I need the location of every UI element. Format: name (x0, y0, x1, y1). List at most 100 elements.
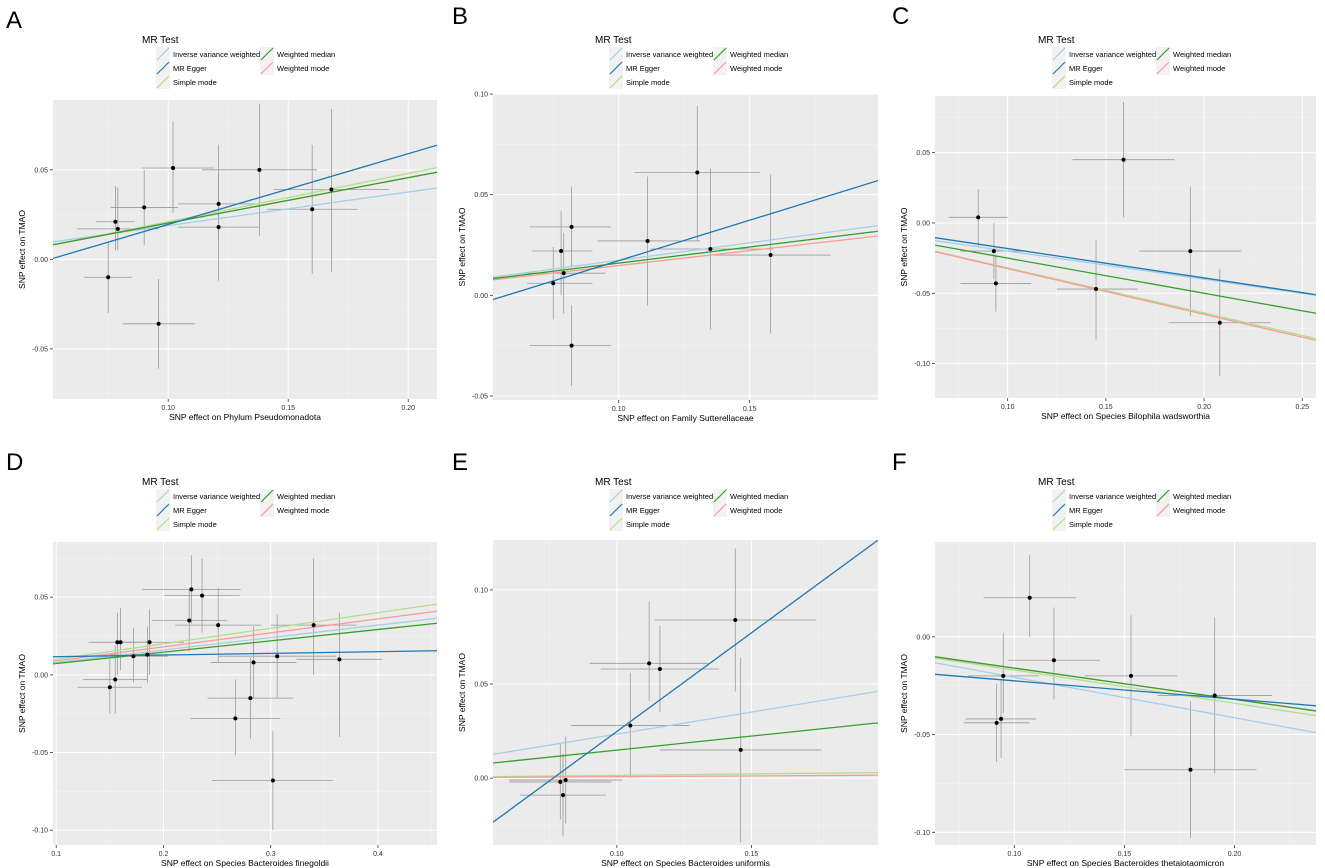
snp-point (106, 275, 111, 280)
snp-point (708, 247, 713, 252)
snp-point (233, 716, 238, 721)
regression-line-simple-mode (935, 250, 1316, 340)
legend: MR Test Inverse variance weighted MR Egger… (595, 35, 788, 89)
regression-line-weighted-median (935, 244, 1316, 314)
legend-label: Weighted mode (277, 506, 329, 515)
regression-line-weighted-median (53, 171, 437, 246)
regression-line-mr-egger (493, 179, 878, 301)
regression-line-mr-egger (935, 673, 1316, 707)
x-tick-label: 0.20 (1228, 851, 1242, 858)
legend-item: MR Egger (156, 61, 207, 75)
snp-point (115, 640, 120, 645)
snp-point (628, 723, 633, 728)
legend-item: Inverse variance weighted (1052, 489, 1156, 503)
snp-point (216, 623, 221, 628)
legend-key-line (156, 75, 170, 89)
panel-letter: B (452, 3, 468, 30)
panel-letter: C (892, 3, 909, 30)
y-tick-label: 0.10 (474, 587, 488, 594)
plot-content (493, 540, 878, 843)
y-tick-label: 0.00 (474, 293, 488, 300)
x-tick-label: 0.2 (159, 851, 169, 858)
panel-letter: E (452, 449, 468, 476)
legend-key-line (156, 489, 170, 503)
legend-item: Simple mode (1052, 517, 1113, 531)
legend-item: Weighted mode (260, 61, 329, 75)
legend-key-line (156, 61, 170, 75)
legend-item: Inverse variance weighted (609, 489, 713, 503)
regression-line-mr-egger (53, 144, 437, 260)
snp-point (131, 654, 136, 659)
legend-item: Weighted mode (1156, 503, 1225, 517)
legend-item: Weighted median (713, 47, 788, 61)
legend-key-line (260, 503, 274, 517)
x-tick-label: 0.15 (743, 406, 757, 413)
snp-point (1027, 595, 1032, 600)
legend-label: Weighted mode (1173, 506, 1225, 515)
legend-item: Simple mode (609, 75, 670, 89)
x-tick-label: 0.10 (1001, 404, 1015, 411)
legend-key-line (1156, 503, 1170, 517)
legend: MR Test Inverse variance weighted MR Egger… (1038, 477, 1231, 531)
y-tick-label: -0.05 (914, 291, 930, 298)
legend-label: Weighted median (1173, 50, 1231, 59)
legend-item: Weighted median (1156, 489, 1231, 503)
x-tick-label: 0.20 (1197, 404, 1211, 411)
snp-point (999, 716, 1004, 721)
legend-label: Weighted median (1173, 492, 1231, 501)
x-tick-label: 0.15 (1099, 404, 1113, 411)
x-tick-label: 0.10 (612, 406, 626, 413)
snp-point (645, 238, 650, 243)
legend-item: MR Egger (1052, 503, 1103, 517)
snp-point (1217, 320, 1222, 325)
y-tick-label: -0.05 (472, 393, 488, 400)
legend-title: MR Test (1038, 35, 1075, 46)
regression-line-weighted-median (935, 656, 1316, 712)
y-tick-label: 0.00 (34, 257, 48, 264)
legend-label: MR Egger (173, 64, 207, 73)
plot-content (935, 102, 1316, 377)
legend-item: MR Egger (156, 503, 207, 517)
snp-point (311, 623, 316, 628)
legend-item: Inverse variance weighted (609, 47, 713, 61)
legend-key-line (609, 47, 623, 61)
legend-item: MR Egger (609, 61, 660, 75)
legend: MR Test Inverse variance weighted MR Egger… (595, 477, 788, 531)
legend: MR Test Inverse variance weighted MR Egger… (1038, 35, 1231, 89)
legend-key-line (713, 503, 727, 517)
legend-key-line (1156, 47, 1170, 61)
legend-label: Weighted mode (1173, 64, 1225, 73)
snp-point (563, 778, 568, 783)
snp-point (559, 249, 564, 254)
legend-key-line (260, 61, 274, 75)
legend-item: Simple mode (1052, 75, 1113, 89)
y-tick-label: 0.10 (474, 92, 488, 99)
panel-letter: D (6, 449, 23, 476)
y-tick-label: 0.05 (474, 682, 488, 689)
snp-point (991, 249, 996, 254)
legend-label: MR Egger (1069, 506, 1103, 515)
legend-item: Inverse variance weighted (156, 489, 260, 503)
legend-item: Weighted median (713, 489, 788, 503)
legend-label: Inverse variance weighted (1069, 50, 1156, 59)
snp-point (142, 205, 147, 210)
snp-point (993, 281, 998, 286)
legend-label: MR Egger (626, 64, 660, 73)
x-axis-title: SNP effect on Family Sutterellaceae (617, 413, 754, 423)
y-axis-title: SNP effect on TMAO (899, 207, 909, 286)
panel-d: D MR Test Inverse variance weighted MR Egge… (6, 449, 437, 868)
legend-key-line (1052, 61, 1066, 75)
snp-point (1094, 287, 1099, 292)
legend-title: MR Test (1038, 477, 1075, 488)
regression-line-weighted-median (493, 230, 878, 280)
legend-label: Inverse variance weighted (626, 50, 713, 59)
y-tick-label: 0.00 (474, 776, 488, 783)
snp-point (248, 696, 253, 701)
snp-point (768, 253, 773, 258)
legend-label: Inverse variance weighted (173, 50, 260, 59)
legend-item: MR Egger (1052, 61, 1103, 75)
plot-background (935, 542, 1316, 845)
legend: MR Test Inverse variance weighted MR Egger… (142, 477, 335, 531)
snp-point (145, 652, 150, 657)
regression-line-inverse-variance-weighted (935, 240, 1316, 296)
